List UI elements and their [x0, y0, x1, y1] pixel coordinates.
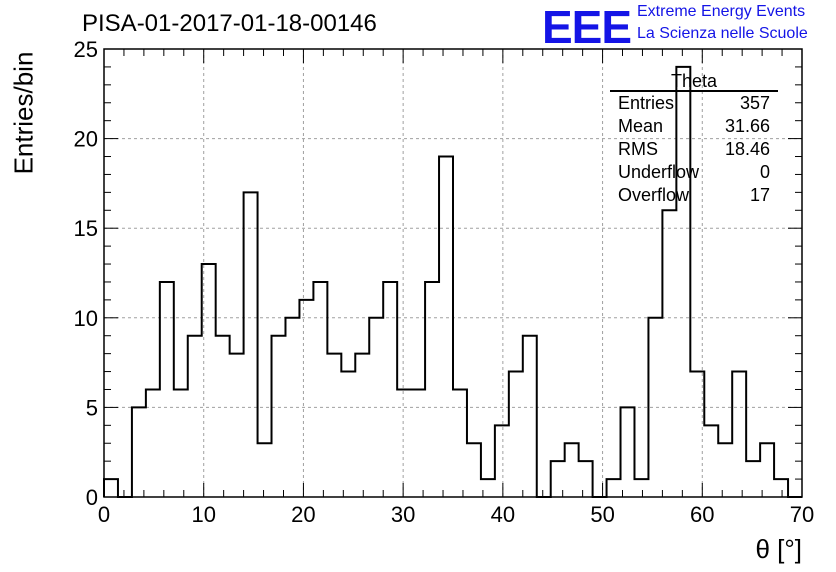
histogram-bin: [383, 282, 397, 497]
x-tick-label: 20: [291, 502, 315, 527]
y-tick-label: 15: [74, 216, 98, 241]
histogram-bin: [132, 407, 146, 497]
stat-value: 357: [739, 93, 770, 113]
stat-row-rms: RMS 18.46: [610, 138, 778, 161]
histogram-bin: [760, 443, 774, 497]
histogram-bin: [621, 407, 635, 497]
histogram-bin: [523, 336, 537, 497]
y-tick-label: 5: [86, 395, 98, 420]
histogram-line: [103, 65, 802, 498]
histogram-bin: [327, 354, 341, 497]
x-tick-label: 50: [590, 502, 614, 527]
eee-logo: EEE: [542, 1, 632, 53]
y-tick-label: 10: [74, 306, 98, 331]
histogram-bin: [579, 461, 593, 497]
histogram-bin: [746, 461, 760, 497]
x-tick-label: 40: [491, 502, 515, 527]
histogram-bin: [244, 192, 258, 497]
stat-value: 0: [759, 162, 770, 182]
x-tick-label: 10: [191, 502, 215, 527]
stat-label: Underflow: [618, 162, 700, 182]
histogram-bin: [425, 282, 439, 497]
histogram-bin: [355, 354, 369, 497]
histogram-bin: [607, 479, 621, 497]
histogram-bin: [146, 389, 160, 497]
histogram-bin: [188, 336, 202, 497]
plot-frame: [103, 48, 803, 498]
histogram-bin: [411, 389, 425, 497]
logo-subtitle-2: La Scienza nelle Scuole: [637, 25, 808, 42]
histogram-bin: [565, 443, 579, 497]
histogram-bin: [299, 300, 313, 497]
stat-row-overflow: Overflow 17: [610, 184, 778, 207]
y-tick-label: 20: [74, 127, 98, 152]
stat-value: 31.66: [724, 116, 770, 136]
histogram-bin: [495, 425, 509, 497]
histogram-bin: [634, 479, 648, 497]
histogram-bin: [704, 425, 718, 497]
histogram-bin: [216, 336, 230, 497]
x-tick-label: 30: [391, 502, 415, 527]
histogram-bin: [258, 443, 272, 497]
stat-label: RMS: [618, 139, 658, 159]
x-tick-label: 60: [690, 502, 714, 527]
x-axis-label: θ [°]: [755, 534, 802, 564]
y-tick-label: 25: [74, 37, 98, 62]
histogram-bin: [174, 389, 188, 497]
x-tick-label: 0: [98, 502, 110, 527]
stat-label: Overflow: [618, 185, 690, 205]
histogram-bin: [272, 336, 286, 497]
chart-title: PISA-01-2017-01-18-00146: [82, 10, 377, 37]
histogram-bin: [104, 479, 118, 497]
histogram-bin: [313, 282, 327, 497]
y-tick-label: 0: [86, 485, 98, 510]
histogram-bin: [439, 157, 453, 497]
stat-label: Mean: [618, 116, 664, 136]
histogram-bin: [160, 282, 174, 497]
histogram-bin: [453, 389, 467, 497]
histogram-bin: [509, 372, 523, 497]
stat-row-mean: Mean 31.66: [610, 115, 778, 138]
stat-label: Entries: [618, 93, 675, 113]
stat-value: 17: [749, 185, 770, 205]
stats-box: Theta Entries 357 Mean 31.66 RMS 18.46 U…: [610, 70, 778, 207]
histogram-bin: [230, 354, 244, 497]
y-axis-label: Entries/bin: [8, 51, 39, 175]
histogram-bin: [774, 479, 788, 497]
histogram-bin: [718, 443, 732, 497]
histogram-bin: [397, 389, 411, 497]
stat-row-underflow: Underflow 0: [610, 161, 778, 184]
histogram-bin: [341, 372, 355, 497]
x-tick-label: 70: [790, 502, 814, 527]
stat-row-entries: Entries 357: [610, 92, 778, 115]
histogram-bin: [662, 210, 676, 497]
stat-value: 18.46: [724, 139, 770, 159]
logo-subtitle-1: Extreme Energy Events: [637, 3, 806, 20]
histogram-bin: [732, 372, 746, 497]
histogram-bin: [467, 443, 481, 497]
stats-title: Theta: [610, 70, 778, 92]
